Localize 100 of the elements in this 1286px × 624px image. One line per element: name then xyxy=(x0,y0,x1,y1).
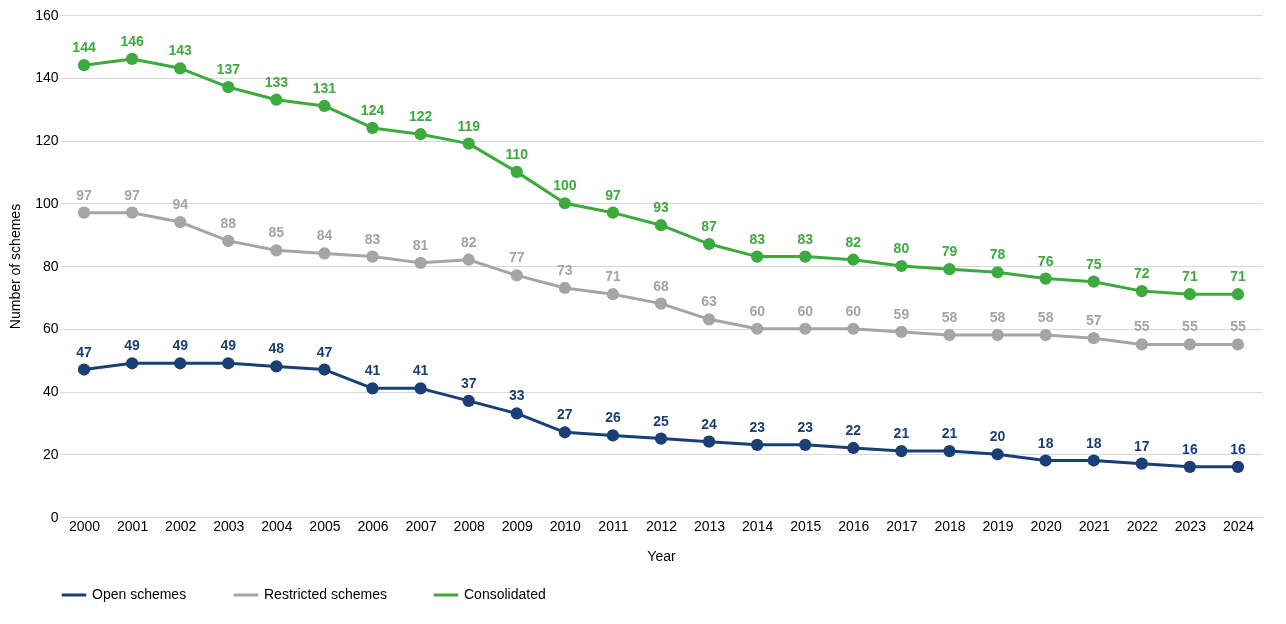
point xyxy=(77,59,91,72)
x-tick-label: 2021 xyxy=(1078,517,1110,534)
y-tick-label: 60 xyxy=(42,320,59,337)
y-tick-label: 0 xyxy=(50,508,59,525)
point xyxy=(462,394,475,408)
point xyxy=(751,438,764,451)
data-label: 18 xyxy=(1085,434,1102,451)
data-label: 16 xyxy=(1182,440,1198,457)
point xyxy=(847,253,860,266)
x-tick-label: 2001 xyxy=(117,517,149,534)
point xyxy=(414,128,427,141)
data-label: 124 xyxy=(360,101,385,118)
point xyxy=(799,322,812,335)
y-tick-label: 160 xyxy=(35,6,59,23)
x-tick-label: 2017 xyxy=(886,517,918,534)
data-label: 47 xyxy=(316,343,333,360)
data-label: 77 xyxy=(508,249,525,266)
point xyxy=(943,263,956,276)
data-label: 47 xyxy=(76,343,93,360)
point xyxy=(174,215,187,229)
point xyxy=(1135,284,1148,298)
x-tick-label: 2008 xyxy=(453,517,485,534)
point xyxy=(991,328,1004,342)
data-label: 48 xyxy=(268,340,285,357)
data-label: 41 xyxy=(412,362,429,379)
point xyxy=(270,93,283,106)
data-label: 82 xyxy=(460,233,477,250)
data-label: 33 xyxy=(508,387,525,404)
point xyxy=(222,81,235,94)
data-label: 110 xyxy=(505,145,529,162)
point xyxy=(126,52,139,66)
point xyxy=(1183,288,1196,301)
point xyxy=(751,322,764,335)
data-label: 97 xyxy=(124,186,141,203)
data-label: 55 xyxy=(1182,318,1198,335)
x-tick-label: 2000 xyxy=(68,517,101,534)
point xyxy=(654,432,668,445)
data-label: 24 xyxy=(701,415,718,432)
data-label: 119 xyxy=(457,117,481,134)
data-label: 18 xyxy=(1037,434,1054,451)
point xyxy=(702,313,716,326)
data-label: 97 xyxy=(605,186,621,203)
y-tick-label: 20 xyxy=(42,445,59,462)
point xyxy=(558,426,571,439)
point xyxy=(702,237,716,251)
point xyxy=(558,281,571,295)
data-label: 122 xyxy=(408,108,433,125)
data-label: 84 xyxy=(316,227,333,244)
x-tick-label: 2012 xyxy=(645,517,678,534)
data-label: 23 xyxy=(749,418,766,435)
point xyxy=(847,441,860,455)
point xyxy=(1039,328,1052,342)
point xyxy=(510,407,523,420)
point xyxy=(799,250,812,263)
data-label: 137 xyxy=(216,61,241,78)
y-axis-title: Number of schemes xyxy=(7,203,24,330)
point xyxy=(414,256,427,269)
data-label: 146 xyxy=(120,32,145,49)
point xyxy=(1231,288,1245,301)
x-tick-label: 2022 xyxy=(1126,517,1159,534)
point xyxy=(318,99,331,113)
point xyxy=(1135,457,1148,470)
data-label: 80 xyxy=(893,240,910,256)
data-label: 25 xyxy=(653,412,669,429)
point xyxy=(126,357,139,370)
point xyxy=(702,435,716,448)
data-label: 23 xyxy=(797,418,814,435)
point xyxy=(1231,338,1245,351)
data-label: 58 xyxy=(941,309,958,326)
point xyxy=(606,429,620,442)
point xyxy=(366,250,379,263)
data-label: 49 xyxy=(220,337,237,354)
data-label: 17 xyxy=(1134,437,1150,454)
x-tick-label: 2016 xyxy=(838,517,870,534)
data-label: 71 xyxy=(605,268,621,285)
x-tick-label: 2007 xyxy=(405,517,437,534)
point xyxy=(1087,275,1100,288)
point xyxy=(847,322,860,335)
point xyxy=(222,357,235,370)
legend-label: Open schemes xyxy=(92,586,187,602)
data-label: 71 xyxy=(1182,268,1198,285)
data-label: 60 xyxy=(749,302,766,319)
data-label: 93 xyxy=(653,199,669,216)
data-label: 87 xyxy=(701,218,718,235)
point xyxy=(126,206,139,219)
data-label: 41 xyxy=(364,362,381,379)
data-label: 83 xyxy=(364,230,381,247)
x-tick-label: 2006 xyxy=(357,517,389,534)
point xyxy=(654,219,668,232)
point xyxy=(77,363,91,376)
data-label: 71 xyxy=(1230,268,1246,285)
x-tick-label: 2003 xyxy=(213,517,245,534)
x-tick-label: 2010 xyxy=(549,517,582,534)
x-axis-title: Year xyxy=(647,547,676,564)
data-label: 20 xyxy=(989,428,1006,445)
y-tick-label: 140 xyxy=(35,69,59,86)
point xyxy=(895,259,908,273)
data-label: 73 xyxy=(557,261,573,278)
point xyxy=(366,121,379,135)
data-label: 68 xyxy=(653,277,669,294)
